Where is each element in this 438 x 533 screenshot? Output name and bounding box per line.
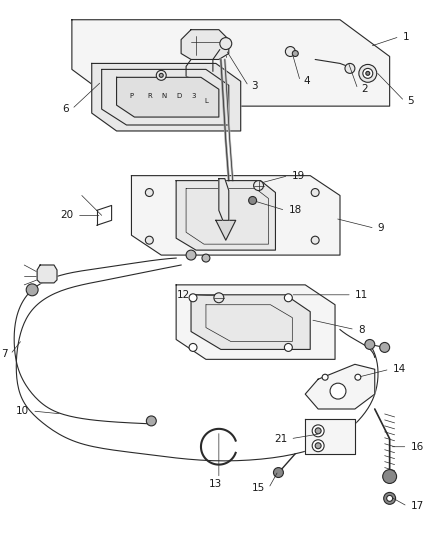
Circle shape: [366, 71, 370, 75]
Text: 10: 10: [16, 406, 29, 416]
Text: R: R: [147, 93, 152, 99]
Text: 18: 18: [288, 205, 302, 215]
Circle shape: [214, 293, 224, 303]
Text: 12: 12: [177, 290, 190, 300]
Circle shape: [284, 294, 292, 302]
Circle shape: [315, 428, 321, 434]
Text: 3: 3: [251, 81, 258, 91]
Circle shape: [220, 38, 232, 50]
Circle shape: [311, 236, 319, 244]
Text: 11: 11: [355, 290, 368, 300]
Text: N: N: [162, 93, 167, 99]
Polygon shape: [191, 295, 310, 350]
Text: 17: 17: [410, 502, 424, 511]
Circle shape: [312, 440, 324, 451]
Circle shape: [384, 492, 396, 504]
Circle shape: [26, 284, 38, 296]
Circle shape: [383, 470, 396, 483]
Text: 2: 2: [361, 84, 367, 94]
Text: 1: 1: [403, 31, 409, 42]
Polygon shape: [305, 365, 375, 409]
Circle shape: [380, 343, 390, 352]
Polygon shape: [176, 181, 276, 250]
Text: 20: 20: [61, 211, 74, 220]
Polygon shape: [176, 285, 335, 359]
Text: 8: 8: [358, 325, 364, 335]
Polygon shape: [305, 419, 355, 454]
Text: 5: 5: [407, 96, 414, 106]
Circle shape: [322, 374, 328, 380]
Circle shape: [156, 70, 166, 80]
Circle shape: [189, 294, 197, 302]
Circle shape: [249, 197, 257, 205]
Text: 19: 19: [291, 171, 304, 181]
Text: 6: 6: [62, 104, 69, 114]
Circle shape: [202, 254, 210, 262]
Text: 15: 15: [252, 483, 265, 494]
Circle shape: [359, 64, 377, 82]
Text: L: L: [204, 98, 208, 104]
Polygon shape: [72, 20, 390, 106]
Text: D: D: [177, 93, 182, 99]
Polygon shape: [181, 30, 229, 60]
Polygon shape: [131, 176, 340, 255]
Circle shape: [159, 74, 163, 77]
Circle shape: [145, 189, 153, 197]
Circle shape: [355, 374, 361, 380]
Circle shape: [186, 250, 196, 260]
Circle shape: [330, 383, 346, 399]
Circle shape: [145, 236, 153, 244]
Circle shape: [189, 343, 197, 351]
Circle shape: [254, 181, 264, 190]
Polygon shape: [37, 265, 57, 283]
Text: 13: 13: [209, 479, 223, 489]
Circle shape: [312, 425, 324, 437]
Circle shape: [387, 495, 392, 502]
Circle shape: [311, 189, 319, 197]
Text: 16: 16: [410, 442, 424, 452]
Text: 4: 4: [303, 76, 310, 86]
Text: 14: 14: [392, 364, 406, 374]
Polygon shape: [117, 77, 219, 117]
Circle shape: [345, 63, 355, 74]
Polygon shape: [216, 220, 236, 240]
Polygon shape: [219, 179, 229, 220]
Circle shape: [284, 343, 292, 351]
Circle shape: [286, 46, 295, 56]
Text: 3: 3: [192, 93, 196, 99]
Circle shape: [365, 340, 375, 350]
Text: 9: 9: [378, 223, 385, 233]
Circle shape: [292, 51, 298, 56]
Text: 7: 7: [1, 349, 7, 359]
Circle shape: [315, 443, 321, 449]
Text: 21: 21: [274, 434, 287, 444]
Polygon shape: [92, 63, 241, 131]
Circle shape: [363, 68, 373, 78]
Circle shape: [146, 416, 156, 426]
Circle shape: [273, 467, 283, 478]
Text: P: P: [129, 93, 134, 99]
